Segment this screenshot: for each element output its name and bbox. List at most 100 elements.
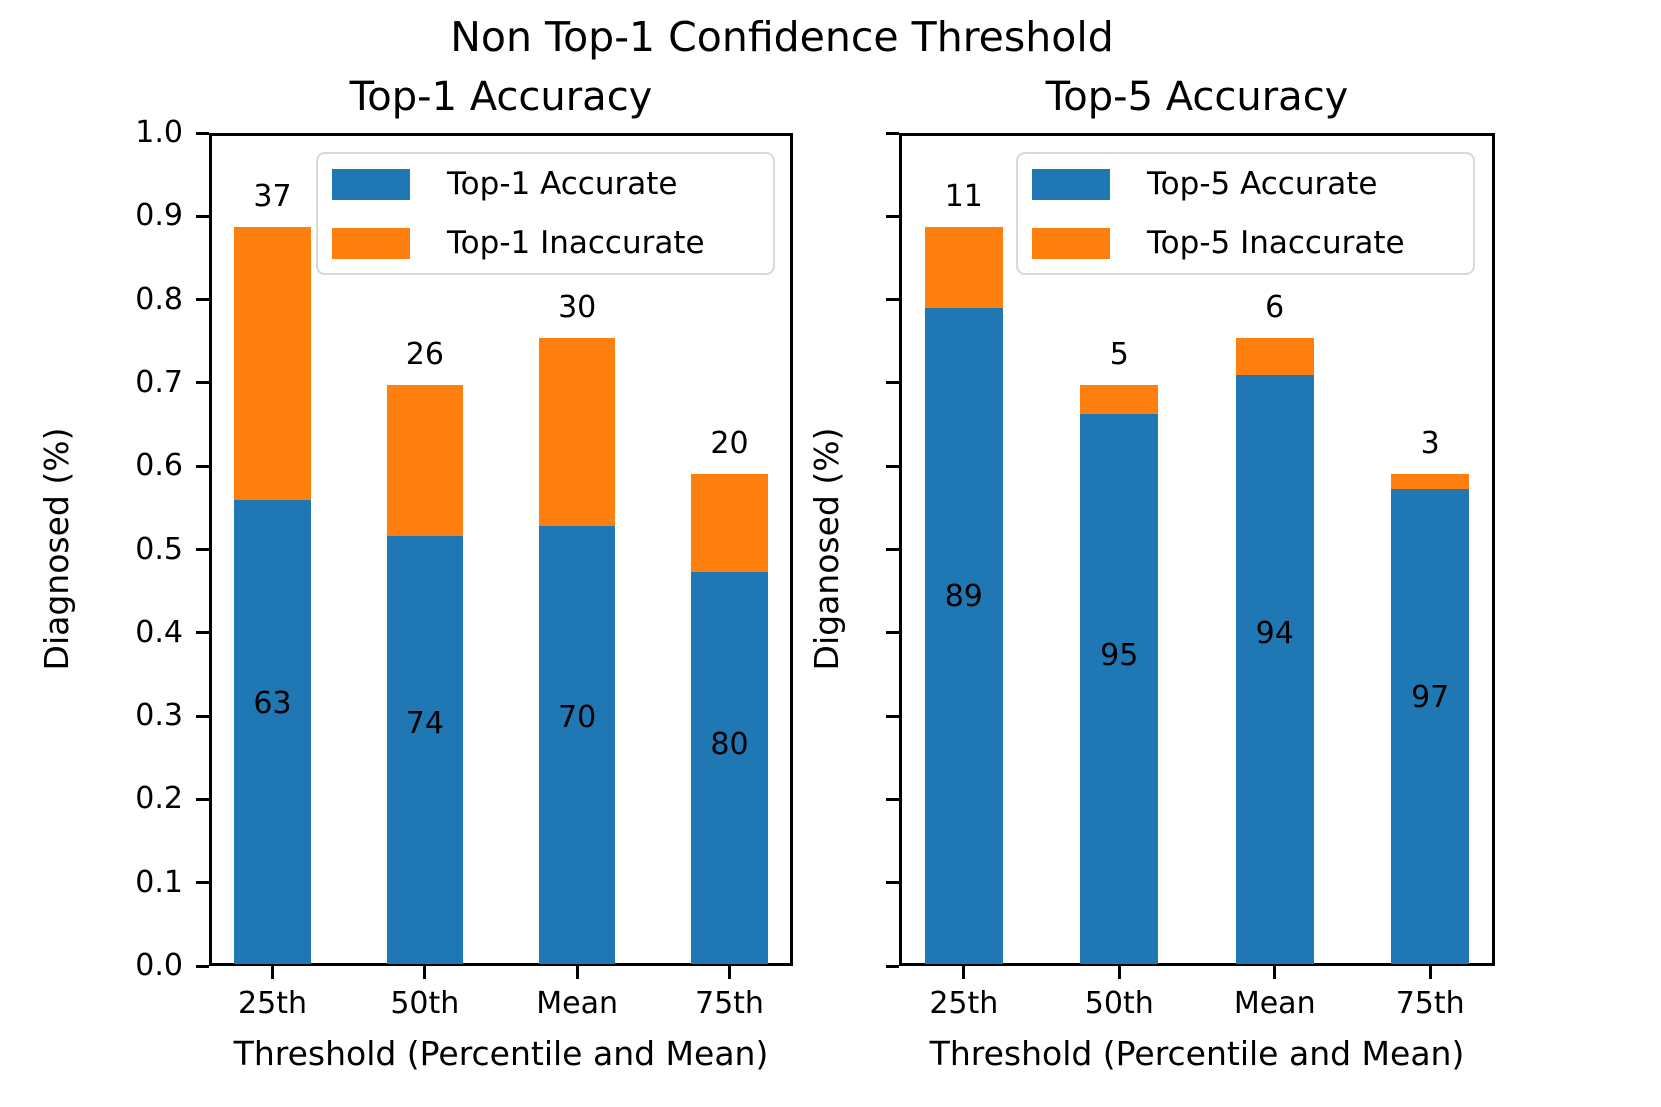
y-tick [196,464,209,468]
y-tick [886,714,899,718]
x-tick [423,966,427,979]
y-tick-label: 0.8 [135,281,183,317]
bar-segment-inaccurate [691,474,768,573]
y-tick [196,797,209,801]
bar-top-label: 37 [253,178,292,214]
bar-segment-inaccurate [924,226,1003,308]
x-tick-label: 50th [1084,986,1154,1021]
bar-segment-accurate [539,525,616,964]
bar-segment-accurate [1391,488,1470,964]
legend-top1: Top-1 Accurate Top-1 Inaccurate [316,152,775,275]
bar-inner-label: 94 [1255,616,1294,652]
x-tick-label: 75th [694,986,764,1021]
y-tick [196,964,209,968]
legend-row: Top-5 Accurate [1032,167,1459,201]
y-tick-label: 0.1 [135,864,183,900]
legend-row: Top-1 Accurate [332,167,759,201]
bar-inner-label: 95 [1100,637,1139,673]
x-tick [575,966,579,979]
bar-segment-inaccurate [386,385,463,536]
bar-segment-accurate [691,572,768,964]
y-tick [886,131,899,135]
x-axis-label-right: Threshold (Percentile and Mean) [929,1034,1465,1073]
legend-label: Top-1 Inaccurate [447,225,705,261]
y-tick [196,214,209,218]
bar-inner-label: 74 [405,706,444,742]
bar-top-label: 26 [405,337,444,373]
bar-segment-accurate [924,307,1003,964]
legend-label: Top-1 Accurate [447,166,678,202]
bar-segment-inaccurate [1235,337,1314,376]
x-tick-label: 25th [238,986,307,1021]
bar-top-label: 11 [944,178,983,214]
bar-top-label: 20 [710,426,749,462]
bar-segment-accurate [386,535,463,964]
x-tick [271,966,275,979]
subplot-1-title: Top-5 Accuracy [1045,74,1349,120]
y-tick-label: 0.7 [135,364,183,400]
bar-inner-label: 97 [1411,679,1450,715]
x-tick-label: Mean [536,986,619,1021]
x-tick [1273,966,1277,979]
y-tick-label: 0.4 [135,614,183,650]
legend-swatch-accurate [1032,168,1110,200]
y-tick [886,464,899,468]
bar-segment-inaccurate [539,337,616,526]
y-tick [196,298,209,302]
y-tick-label: 0.9 [135,198,183,234]
y-tick [886,964,899,968]
y-tick [196,381,209,385]
legend-swatch-inaccurate [332,227,410,259]
y-tick [196,548,209,551]
x-tick-label: Mean [1233,986,1316,1021]
legend-swatch-accurate [332,168,410,200]
bar-segment-inaccurate [234,226,311,500]
y-tick-label: 0.3 [135,698,183,734]
figure-title: Non Top-1 Confidence Threshold [450,13,1114,61]
bar-inner-label: 70 [558,700,597,736]
bar-top-label: 3 [1420,426,1440,462]
bar-top-label: 6 [1265,289,1285,325]
y-tick [886,797,899,801]
legend-swatch-inaccurate [1032,227,1110,259]
bar-inner-label: 63 [253,685,292,721]
x-tick-label: 50th [390,986,460,1021]
subplot-0-title: Top-1 Accuracy [349,74,653,120]
legend-label: Top-5 Accurate [1147,166,1378,202]
y-tick [196,714,209,718]
y-tick [196,131,209,135]
legend-label: Top-5 Inaccurate [1147,225,1405,261]
bar-segment-accurate [234,499,311,964]
y-axis-label-right: Diganosed (%) [807,427,846,671]
y-tick-label: 1.0 [135,115,183,150]
x-tick [1117,966,1121,979]
bar-segment-accurate [1080,413,1159,964]
legend-row: Top-5 Inaccurate [1032,226,1459,260]
bar-inner-label: 80 [710,726,749,762]
bar-inner-label: 89 [944,578,983,614]
x-tick-label: 75th [1395,986,1465,1021]
x-tick [727,966,731,979]
legend-top5: Top-5 Accurate Top-5 Inaccurate [1016,152,1475,275]
bar-top-label: 5 [1109,336,1129,372]
x-axis-label-left: Threshold (Percentile and Mean) [233,1034,769,1073]
y-tick [886,214,899,218]
bar-segment-accurate [1235,375,1314,964]
y-tick-label: 0.2 [135,781,183,817]
y-tick-label: 0.0 [135,948,183,983]
y-tick [886,631,899,635]
y-tick-label: 0.6 [135,448,183,484]
y-tick [196,881,209,885]
bar-segment-inaccurate [1080,384,1159,414]
bar-top-label: 30 [558,289,597,325]
x-tick-label: 25th [929,986,999,1021]
y-tick [886,548,899,551]
bar-segment-inaccurate [1391,474,1470,489]
legend-row: Top-1 Inaccurate [332,226,759,260]
x-tick [1428,966,1432,979]
x-tick [962,966,966,979]
y-tick [886,881,899,885]
y-tick [196,631,209,635]
y-tick [886,381,899,385]
